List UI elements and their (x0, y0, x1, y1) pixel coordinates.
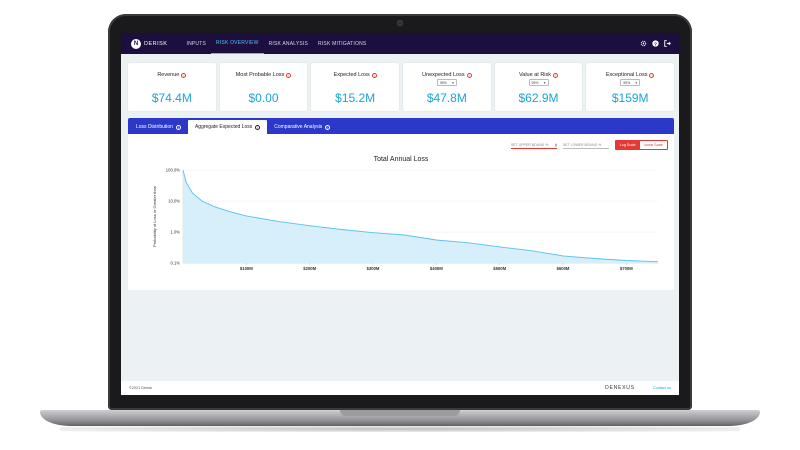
scale-toggle: Log Scale Linear Scale (614, 140, 668, 150)
kpi-card-value-at-risk: Value at Risk i 95% ▾ $62.9M (494, 63, 583, 111)
chart-controls: SET UPPER BOUND % ▮ SET LOWER BOUND % Log… (510, 140, 668, 150)
kpi-cards: Revenue i $74.4M Most Probable Loss i $0.0… (128, 63, 675, 111)
kpi-value: $0.00 (248, 91, 279, 105)
footer: ©2021 Derisk DENEXUS Contact us (121, 381, 679, 395)
clear-icon[interactable]: ▮ (555, 142, 557, 147)
y-tick-label: 0.1% (170, 261, 180, 266)
kpi-title: Most Probable Loss (235, 72, 285, 78)
svg-text:?: ? (654, 41, 657, 47)
series-line (182, 169, 659, 263)
confidence-select[interactable]: 95% ▾ (528, 79, 549, 86)
kpi-card-most-probable-loss: Most Probable Loss i $0.00 (219, 63, 308, 111)
nav-icons: ? (640, 40, 671, 47)
logo[interactable]: N DERISK (131, 38, 168, 49)
y-tick-label: 10.0% (168, 199, 180, 204)
lower-bound-input[interactable]: SET LOWER BOUND % (562, 142, 609, 149)
help-icon[interactable]: ? (652, 40, 659, 47)
loss-exceedance-chart: 100.0% 10.0% 1.0% 0.1% $100M $200M $300M $400M $… (152, 168, 659, 271)
logout-icon[interactable] (664, 40, 671, 47)
x-tick-label: $600M (557, 266, 570, 271)
kpi-card-unexpected-loss: Unexpected Loss i 95% ▾ $47.8M (403, 63, 491, 111)
confidence-select[interactable]: 95% ▾ (436, 79, 457, 86)
nav-item-risk-overview[interactable]: RISK OVERVIEW (211, 33, 264, 54)
kpi-card-revenue: Revenue i $74.4M (128, 63, 216, 111)
log-scale-button[interactable]: Log Scale (615, 141, 640, 149)
kpi-value: $47.8M (426, 91, 467, 105)
nav-item-risk-mitigations[interactable]: RISK MITIGATIONS (318, 40, 367, 47)
linear-scale-button[interactable]: Linear Scale (639, 141, 667, 149)
info-icon[interactable]: i (553, 72, 559, 78)
kpi-title: Exceptional Loss (605, 72, 648, 78)
chevron-down-icon: ▾ (635, 80, 638, 85)
kpi-title: Unexpected Loss (422, 72, 465, 78)
kpi-value: $74.4M (151, 91, 192, 105)
y-tick-label: 100.0% (166, 168, 180, 173)
laptop-base (40, 410, 760, 426)
info-icon[interactable]: i (181, 72, 187, 78)
y-axis-label: Probability of Loss or Greater than (152, 186, 157, 247)
kpi-value: $15.2M (335, 91, 376, 105)
info-icon[interactable]: i (649, 72, 655, 78)
info-icon[interactable]: i (371, 72, 377, 78)
kpi-card-exceptional-loss: Exceptional Loss i 95% ▾ $159M (586, 63, 675, 111)
copyright-text: ©2021 Derisk (129, 386, 153, 390)
y-tick-label: 1.0% (170, 230, 180, 235)
app-screen: N DERISK INPUTS RISK OVERVIEW RISK ANALY… (121, 33, 679, 395)
chart-tabs: Loss Distribution i Aggregate Expected Lo… (128, 118, 674, 134)
info-icon[interactable]: i (325, 124, 331, 130)
tab-aggregate-expected-loss[interactable]: Aggregate Expected Loss i (187, 120, 268, 134)
top-nav: N DERISK INPUTS RISK OVERVIEW RISK ANALY… (121, 33, 679, 54)
chart-title: Total Annual Loss (373, 156, 429, 163)
info-icon[interactable]: i (466, 72, 472, 78)
camera (397, 20, 403, 26)
laptop-shadow (60, 426, 740, 432)
contact-link[interactable]: Contact us (652, 386, 671, 390)
confidence-select[interactable]: 95% ▾ (620, 79, 641, 86)
logo-text: DERISK (144, 40, 168, 47)
nav-item-risk-analysis[interactable]: RISK ANALYSIS (268, 40, 309, 47)
logo-mark-icon: N (131, 38, 141, 49)
x-tick-label: $400M (430, 266, 443, 271)
laptop-notch (340, 410, 460, 416)
tab-loss-distribution[interactable]: Loss Distribution i (129, 120, 188, 134)
tab-comparative-analysis[interactable]: Comparative Analysis i (267, 120, 337, 134)
upper-bound-input[interactable]: SET UPPER BOUND % ▮ (510, 142, 557, 149)
info-icon[interactable]: i (255, 124, 261, 130)
x-tick-label: $200M (303, 266, 316, 271)
x-tick-label: $700M (620, 266, 633, 271)
info-icon[interactable]: i (286, 72, 292, 78)
chart-panel: Loss Distribution i Aggregate Expected Lo… (128, 118, 674, 290)
kpi-value: $62.9M (518, 91, 559, 105)
nav-items: INPUTS RISK OVERVIEW RISK ANALYSIS RISK … (181, 33, 371, 54)
settings-icon[interactable] (640, 40, 647, 47)
x-tick-label: $500M (493, 266, 506, 271)
series-area (183, 170, 658, 263)
nav-item-inputs[interactable]: INPUTS (186, 40, 207, 47)
x-tick-label: $300M (367, 266, 380, 271)
kpi-title: Revenue (157, 72, 180, 78)
x-tick-label: $100M (240, 266, 253, 271)
chevron-down-icon: ▾ (452, 80, 454, 85)
kpi-title: Expected Loss (333, 72, 370, 78)
kpi-title: Value at Risk (519, 72, 552, 78)
kpi-value: $159M (611, 91, 649, 105)
footer-brand-logo: DENEXUS (605, 385, 635, 391)
kpi-card-expected-loss: Expected Loss i $15.2M (311, 63, 400, 111)
chevron-down-icon: ▾ (543, 80, 546, 85)
info-icon[interactable]: i (175, 124, 181, 130)
